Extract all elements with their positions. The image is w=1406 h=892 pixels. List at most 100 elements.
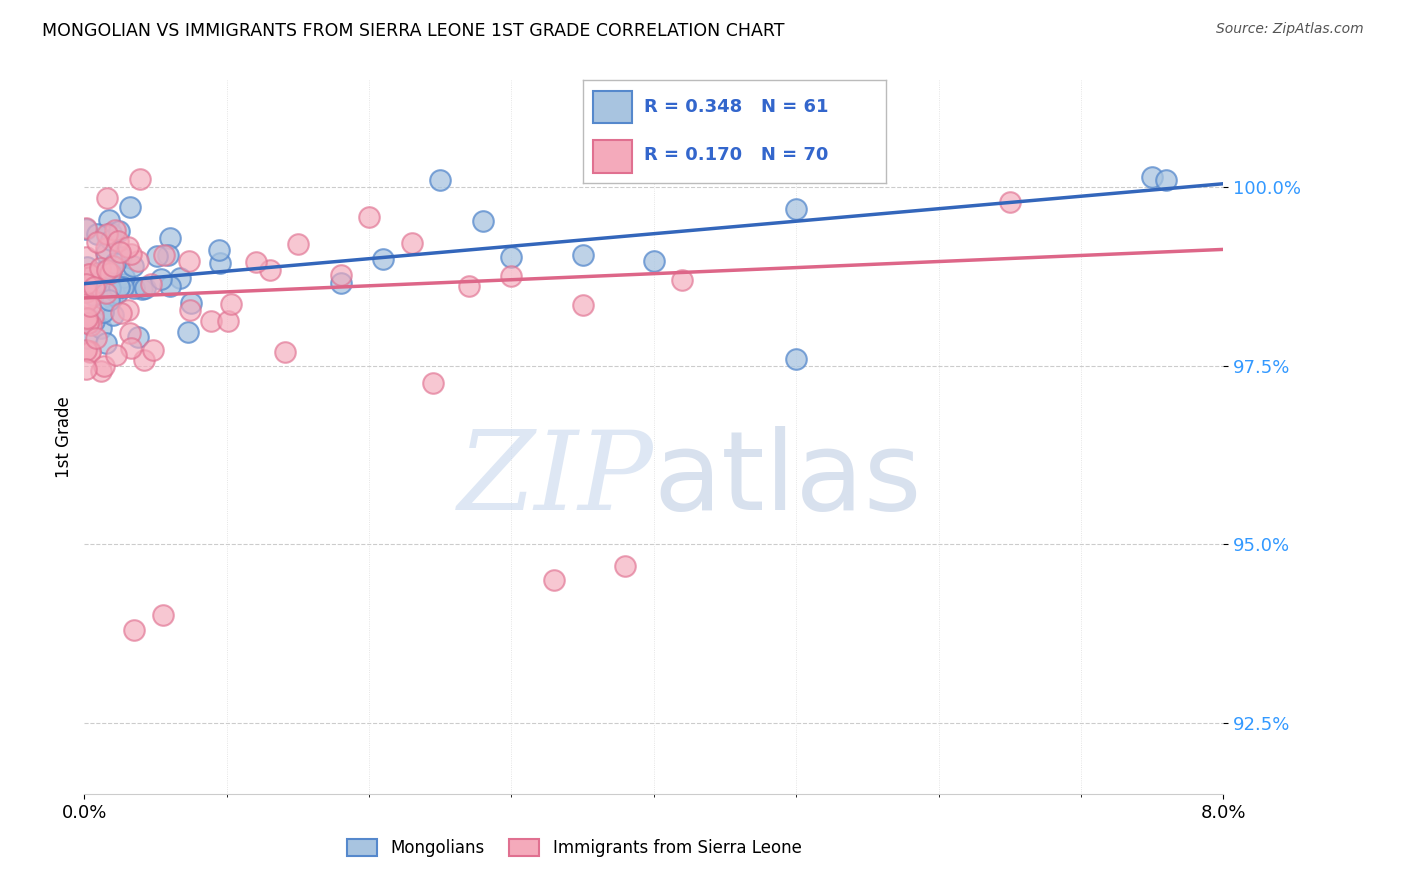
Point [75,362,97,376]
Point [614,558,637,573]
Point [94,336,117,351]
Point [98,280,121,294]
Point [122,281,145,295]
Point [134,281,156,295]
Point [132,353,155,368]
Text: R = 0.348   N = 61: R = 0.348 N = 61 [644,98,828,117]
Point [75,294,97,309]
Point [86,235,108,250]
Point [79,344,101,359]
Point [100,226,122,240]
Point [105,286,128,301]
Point [117,240,139,254]
Point [501,250,523,264]
Point [79,267,101,281]
Point [104,223,127,237]
Point [501,268,523,283]
Point [287,236,309,251]
Point [76,310,98,325]
Point [107,280,129,294]
Point [209,256,232,270]
Point [83,266,105,280]
Point [998,194,1021,209]
Point [75,250,97,264]
Point [329,268,352,283]
Point [543,573,565,587]
Point [671,273,693,287]
Point [429,173,451,187]
Point [93,359,115,373]
Point [98,266,121,280]
Point [104,256,127,270]
Point [84,276,107,290]
Text: ZIP: ZIP [458,426,654,533]
Point [96,262,118,277]
Point [128,172,150,186]
Text: atlas: atlas [654,426,922,533]
Point [141,277,163,291]
Point [120,341,142,355]
Point [75,277,97,292]
Bar [592,91,631,123]
Point [118,326,141,341]
Point [117,302,139,317]
Text: MONGOLIAN VS IMMIGRANTS FROM SIERRA LEONE 1ST GRADE CORRELATION CHART: MONGOLIAN VS IMMIGRANTS FROM SIERRA LEON… [42,22,785,40]
Point [180,296,202,310]
Point [101,308,124,322]
Point [100,233,122,247]
Point [112,269,135,284]
Point [108,224,131,238]
Point [101,291,124,305]
Point [156,248,179,262]
Point [79,344,101,359]
Point [96,228,118,243]
Point [108,244,131,259]
Point [150,272,173,286]
Point [1140,170,1163,185]
Point [105,348,128,362]
Point [217,314,239,328]
Point [153,248,176,262]
Point [457,279,479,293]
Point [100,263,122,277]
Point [76,331,98,345]
Point [79,291,101,305]
Point [159,278,181,293]
Point [142,343,165,358]
Point [219,296,242,310]
Point [94,285,117,300]
Point [79,314,101,328]
Point [76,260,98,275]
Point [152,608,174,623]
Point [179,303,201,318]
Bar [592,140,631,173]
Point [98,293,121,308]
Point [472,214,495,228]
Point [359,210,381,224]
Point [86,278,108,293]
Point [110,250,132,264]
Point [401,236,423,251]
Point [83,314,105,328]
Point [110,305,132,319]
Point [89,261,111,276]
Point [159,231,181,245]
Point [571,248,593,262]
Point [77,316,100,330]
Point [127,253,149,268]
Point [785,351,807,366]
Point [75,285,97,300]
Point [98,213,121,227]
Point [111,280,134,294]
Point [422,376,444,391]
Point [90,364,112,378]
Point [75,343,97,357]
Point [86,227,108,242]
Point [96,227,118,241]
Point [114,277,136,292]
Point [79,318,101,332]
Point [120,247,142,261]
Point [571,298,593,312]
Point [94,246,117,260]
Point [101,259,124,273]
